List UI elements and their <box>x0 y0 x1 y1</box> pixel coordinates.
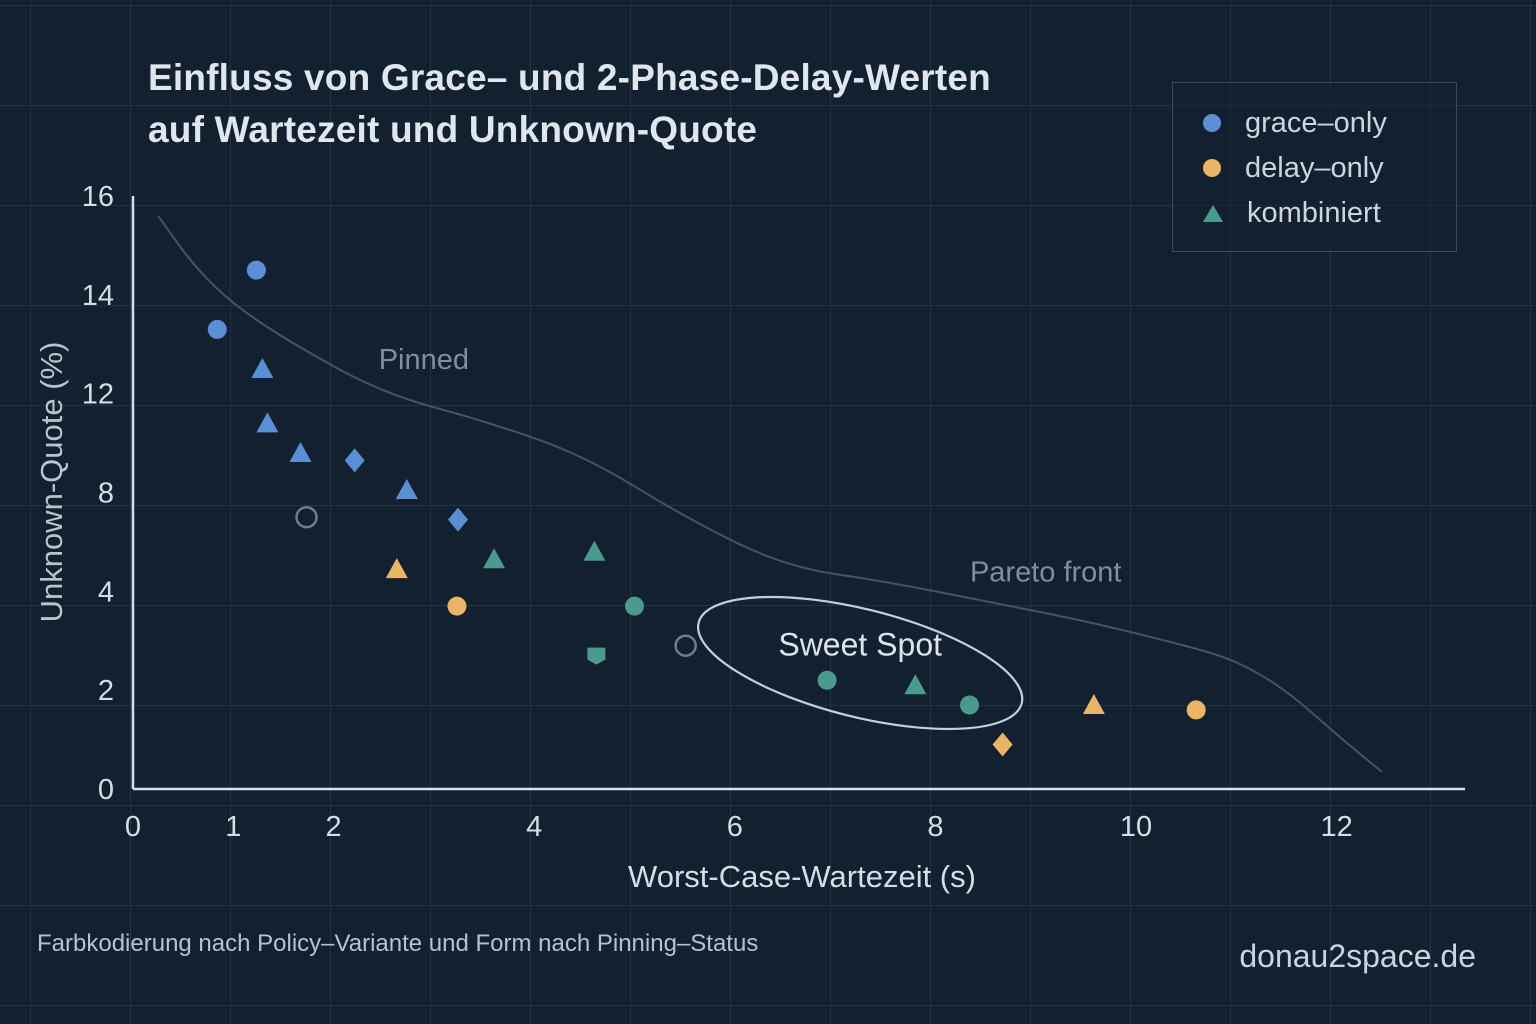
data-point-grace-triangle <box>395 479 418 500</box>
sweet-spot-label: Sweet Spot <box>778 627 942 663</box>
y-tick-label: 2 <box>98 675 114 707</box>
data-point-delay-triangle <box>1082 693 1105 714</box>
legend-label: kombiniert <box>1247 196 1381 229</box>
legend-circle-icon <box>1203 114 1221 132</box>
data-point-kombiniert-triangle <box>583 540 606 561</box>
brand-label: donau2space.de <box>1239 938 1476 974</box>
legend-item-grace-only: grace–only <box>1203 103 1387 143</box>
sweet-spot-ellipse <box>696 595 1024 731</box>
x-tick-label: 10 <box>1120 811 1152 843</box>
data-point-kombiniert-circle <box>960 695 980 715</box>
pinned-label: Pinned <box>379 344 469 376</box>
x-tick-label: 6 <box>727 811 743 843</box>
data-point-grace-circle <box>246 260 266 280</box>
y-tick-label: 16 <box>82 181 114 213</box>
data-point-hollow-hollow-circle <box>674 634 697 657</box>
data-point-grace-diamond <box>447 507 468 532</box>
legend: grace–only delay–only kombiniert <box>1172 82 1457 252</box>
data-point-kombiniert-circle <box>817 670 837 690</box>
legend-item-kombiniert: kombiniert <box>1203 193 1381 233</box>
data-point-kombiniert-shield <box>587 647 606 665</box>
data-point-delay-diamond <box>992 732 1013 757</box>
legend-item-delay-only: delay–only <box>1203 148 1384 188</box>
x-tick-label: 4 <box>526 811 542 843</box>
y-tick-label: 8 <box>98 478 114 510</box>
pareto-front-curve <box>157 215 1383 773</box>
x-tick-label: 8 <box>927 811 943 843</box>
x-tick-label: 12 <box>1320 811 1352 843</box>
data-point-grace-triangle <box>289 441 312 462</box>
chart-title: Einfluss von Grace– und 2-Phase-Delay-We… <box>148 52 991 156</box>
legend-label: grace–only <box>1245 106 1387 139</box>
data-point-hollow-hollow-circle <box>295 505 318 529</box>
data-point-delay-circle <box>447 596 467 616</box>
y-tick-label: 12 <box>82 379 114 411</box>
pareto-front-label: Pareto front <box>970 557 1122 589</box>
data-point-kombiniert-triangle <box>904 674 927 695</box>
chart-title-line-1: Einfluss von Grace– und 2-Phase-Delay-We… <box>148 57 991 98</box>
y-axis-label: Unknown-Quote (%) <box>34 342 69 623</box>
y-tick-label: 4 <box>98 576 114 608</box>
x-tick-label: 1 <box>225 811 241 843</box>
data-point-grace-triangle <box>251 357 274 378</box>
data-point-grace-diamond <box>344 448 365 473</box>
data-point-grace-triangle <box>256 412 279 433</box>
data-point-kombiniert-circle <box>625 596 644 616</box>
data-point-kombiniert-triangle <box>483 548 506 569</box>
x-axis-label: Worst-Case-Wartezeit (s) <box>628 859 976 894</box>
x-tick-label: 0 <box>125 811 141 843</box>
chart-title-line-2: auf Wartezeit und Unknown-Quote <box>148 109 758 150</box>
legend-label: delay–only <box>1245 151 1384 184</box>
x-tick-label: 2 <box>326 811 342 843</box>
y-tick-label: 0 <box>98 774 114 806</box>
legend-circle-icon <box>1203 159 1221 177</box>
data-point-delay-circle <box>1186 700 1206 720</box>
y-tick-label: 14 <box>82 280 114 312</box>
data-point-grace-circle <box>207 319 227 339</box>
data-point-delay-triangle <box>385 558 408 579</box>
footer-note: Farbkodierung nach Policy–Variante und F… <box>37 930 759 957</box>
legend-triangle-icon <box>1203 204 1223 222</box>
